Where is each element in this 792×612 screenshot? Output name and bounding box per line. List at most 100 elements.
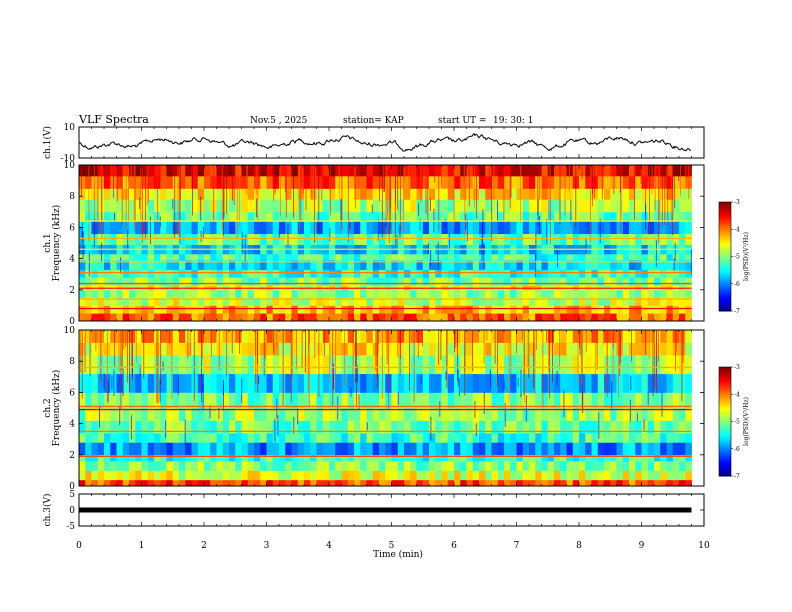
spectrogram-cell bbox=[141, 408, 149, 421]
station-label: station= KAP bbox=[343, 116, 404, 126]
spectrogram-cell bbox=[104, 432, 111, 443]
spectrogram-cell bbox=[679, 221, 686, 235]
spectrogram-cell bbox=[554, 442, 561, 456]
spectrogram-cell bbox=[597, 211, 605, 222]
spectrogram-cell bbox=[610, 211, 617, 222]
spectrogram-cell bbox=[641, 305, 649, 314]
spectrogram-cell bbox=[354, 408, 361, 421]
spectrogram-cell bbox=[497, 305, 505, 314]
spectrogram-cell bbox=[554, 420, 561, 434]
spectrogram-cell bbox=[79, 420, 86, 434]
spectrogram-cell bbox=[79, 392, 86, 409]
spectrogram-cell bbox=[141, 297, 149, 306]
spectrogram-cell bbox=[141, 289, 149, 298]
spectrogram-cell bbox=[454, 432, 461, 443]
spectrogram-cell bbox=[535, 188, 542, 200]
spectrogram-cell bbox=[635, 479, 642, 487]
spectrogram-cell bbox=[91, 461, 99, 471]
spectrogram-cell bbox=[366, 289, 374, 298]
spectrogram-cell bbox=[535, 432, 542, 443]
spectrogram-cell bbox=[266, 479, 274, 487]
spectrogram-cell bbox=[410, 253, 417, 261]
spectrogram-cell bbox=[685, 442, 692, 456]
spectrogram-cell bbox=[85, 313, 92, 322]
spectrogram-cell bbox=[135, 420, 142, 434]
spectrogram-cell bbox=[110, 454, 117, 462]
spectrogram-cell bbox=[335, 330, 342, 343]
spectrogram-cell bbox=[97, 260, 105, 270]
spectrogram-cell bbox=[497, 454, 505, 462]
spectrogram-cell bbox=[572, 470, 580, 481]
colorbar-swatch bbox=[719, 432, 731, 435]
spectrogram-cell bbox=[204, 420, 211, 434]
spectrogram-cell bbox=[541, 342, 549, 356]
spectrogram-cell bbox=[472, 221, 480, 235]
spectrogram-cell bbox=[279, 420, 286, 434]
spectrogram-cell bbox=[610, 342, 617, 356]
spectrogram-cell bbox=[491, 305, 499, 314]
date-label: Nov.5 , 2025 bbox=[250, 116, 308, 126]
spectrogram-cell bbox=[254, 199, 261, 213]
spectrogram-cell bbox=[541, 373, 549, 393]
spectrogram-cell bbox=[297, 392, 305, 409]
spectrogram-cell bbox=[279, 432, 286, 443]
spectrogram-cell bbox=[360, 233, 367, 245]
spectrogram-cell bbox=[572, 269, 580, 278]
colorbar-swatch bbox=[719, 218, 731, 221]
spectrogram-cell bbox=[454, 233, 461, 245]
spectrogram-cell bbox=[460, 313, 467, 322]
spectrogram-cell bbox=[491, 354, 499, 375]
spectrogram-cell bbox=[479, 313, 486, 322]
spectrogram-cell bbox=[429, 342, 436, 356]
colorbar-swatch bbox=[719, 211, 731, 214]
spectrogram-cell bbox=[229, 289, 236, 298]
colorbar-swatch bbox=[719, 276, 731, 279]
spectrogram-cell bbox=[166, 233, 174, 245]
spectrogram-cell bbox=[516, 479, 524, 487]
spectrogram-cell bbox=[279, 211, 286, 222]
spectrogram-cell bbox=[260, 289, 267, 298]
spectrogram-cell bbox=[554, 233, 561, 245]
colorbar-tick-label: -7 bbox=[734, 473, 740, 480]
spectrogram-cell bbox=[316, 342, 324, 356]
spectrogram-cell bbox=[397, 175, 405, 189]
spectrogram-cell bbox=[116, 175, 124, 189]
spectrogram-cell bbox=[510, 420, 517, 434]
spectrogram-cell bbox=[547, 461, 555, 471]
spectrogram-cell bbox=[197, 454, 205, 462]
spectrogram-cell bbox=[154, 420, 161, 434]
spectrogram-cell bbox=[416, 342, 424, 356]
colorbar-label: log(PSD)(V²/Hz) bbox=[743, 397, 750, 446]
spectrogram-cell bbox=[147, 461, 155, 471]
spectrogram-cell bbox=[585, 373, 592, 393]
spectrogram-cell bbox=[79, 461, 86, 471]
spectrogram-cell bbox=[141, 233, 149, 245]
spectrogram-cell bbox=[410, 342, 417, 356]
spectrogram-cell bbox=[647, 354, 655, 375]
spectrogram-cell bbox=[291, 289, 299, 298]
spectrogram-cell bbox=[460, 354, 467, 375]
spectrogram-cell bbox=[341, 253, 349, 261]
spectrogram-cell bbox=[454, 461, 461, 471]
spectrogram-cell bbox=[610, 392, 617, 409]
spectrogram-cell bbox=[429, 211, 436, 222]
spectrogram-cell bbox=[635, 305, 642, 314]
spectrogram-cell bbox=[660, 461, 667, 471]
spectrogram-cell bbox=[572, 289, 580, 298]
spectrogram-cell bbox=[91, 432, 99, 443]
spectrogram-cell bbox=[672, 461, 680, 471]
spectrogram-cell bbox=[547, 165, 555, 177]
spectrogram-cell bbox=[347, 305, 355, 314]
spectrogram-cell bbox=[504, 297, 511, 306]
spectrogram-cell bbox=[129, 211, 136, 222]
spectrogram-cell bbox=[191, 392, 199, 409]
spectrogram-cell bbox=[585, 461, 592, 471]
colorbar-swatch bbox=[719, 461, 731, 464]
spectrogram-cell bbox=[254, 297, 261, 306]
spectrogram-cell bbox=[604, 297, 611, 306]
spectrogram-cell bbox=[310, 442, 317, 456]
spectrogram-cell bbox=[404, 297, 411, 306]
spectrogram-cell bbox=[272, 470, 280, 481]
spectrogram-cell bbox=[110, 277, 117, 286]
spectrogram-cell bbox=[597, 233, 605, 245]
